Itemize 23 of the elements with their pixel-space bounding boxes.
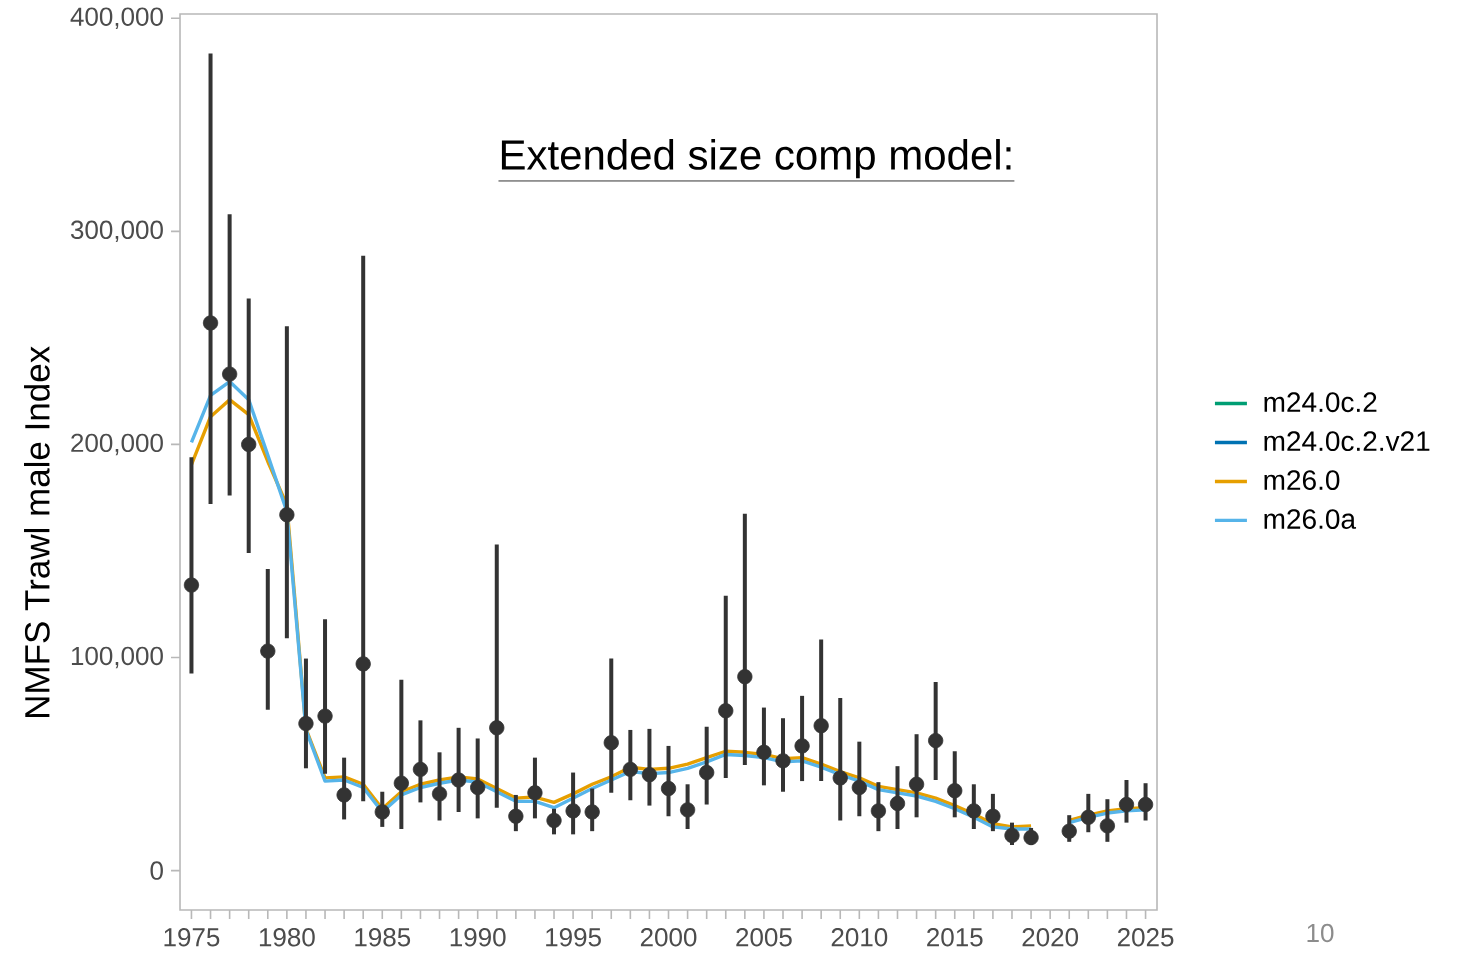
x-tick-label: 2025 (1117, 928, 1174, 947)
y-axis-title: NMFS Trawl male Index (24, 346, 50, 717)
legend-label: m26.0a (1264, 509, 1357, 529)
legend-label: m24.0c.2.v21 (1264, 431, 1430, 452)
y-tick-label: 200,000 (71, 433, 163, 456)
y-tick-label: 400,000 (70, 7, 163, 29)
y-tick-label: 100,000 (71, 646, 163, 669)
x-tick-label: 2020 (1022, 928, 1079, 947)
x-tick-label: 2010 (831, 928, 888, 947)
text: 10 (1307, 923, 1334, 943)
x-tick-label: 1985 (355, 928, 411, 947)
legend-label: m26.0 (1264, 470, 1340, 491)
x-tick-label: 1975 (164, 928, 220, 947)
legend-label: m24.0c.2 (1264, 392, 1377, 413)
x-tick-label: 1990 (450, 928, 506, 947)
y-tick-label: 0 (150, 861, 163, 880)
x-tick-label: 1980 (259, 928, 315, 947)
x-tick-label: 2015 (927, 928, 983, 947)
x-tick-label: 1995 (546, 928, 601, 947)
text: Extended size comp model: (501, 139, 1011, 179)
y-tick-label: 300,000 (70, 220, 163, 243)
x-tick-label: 2000 (640, 928, 697, 947)
x-tick-label: 2005 (736, 928, 792, 947)
